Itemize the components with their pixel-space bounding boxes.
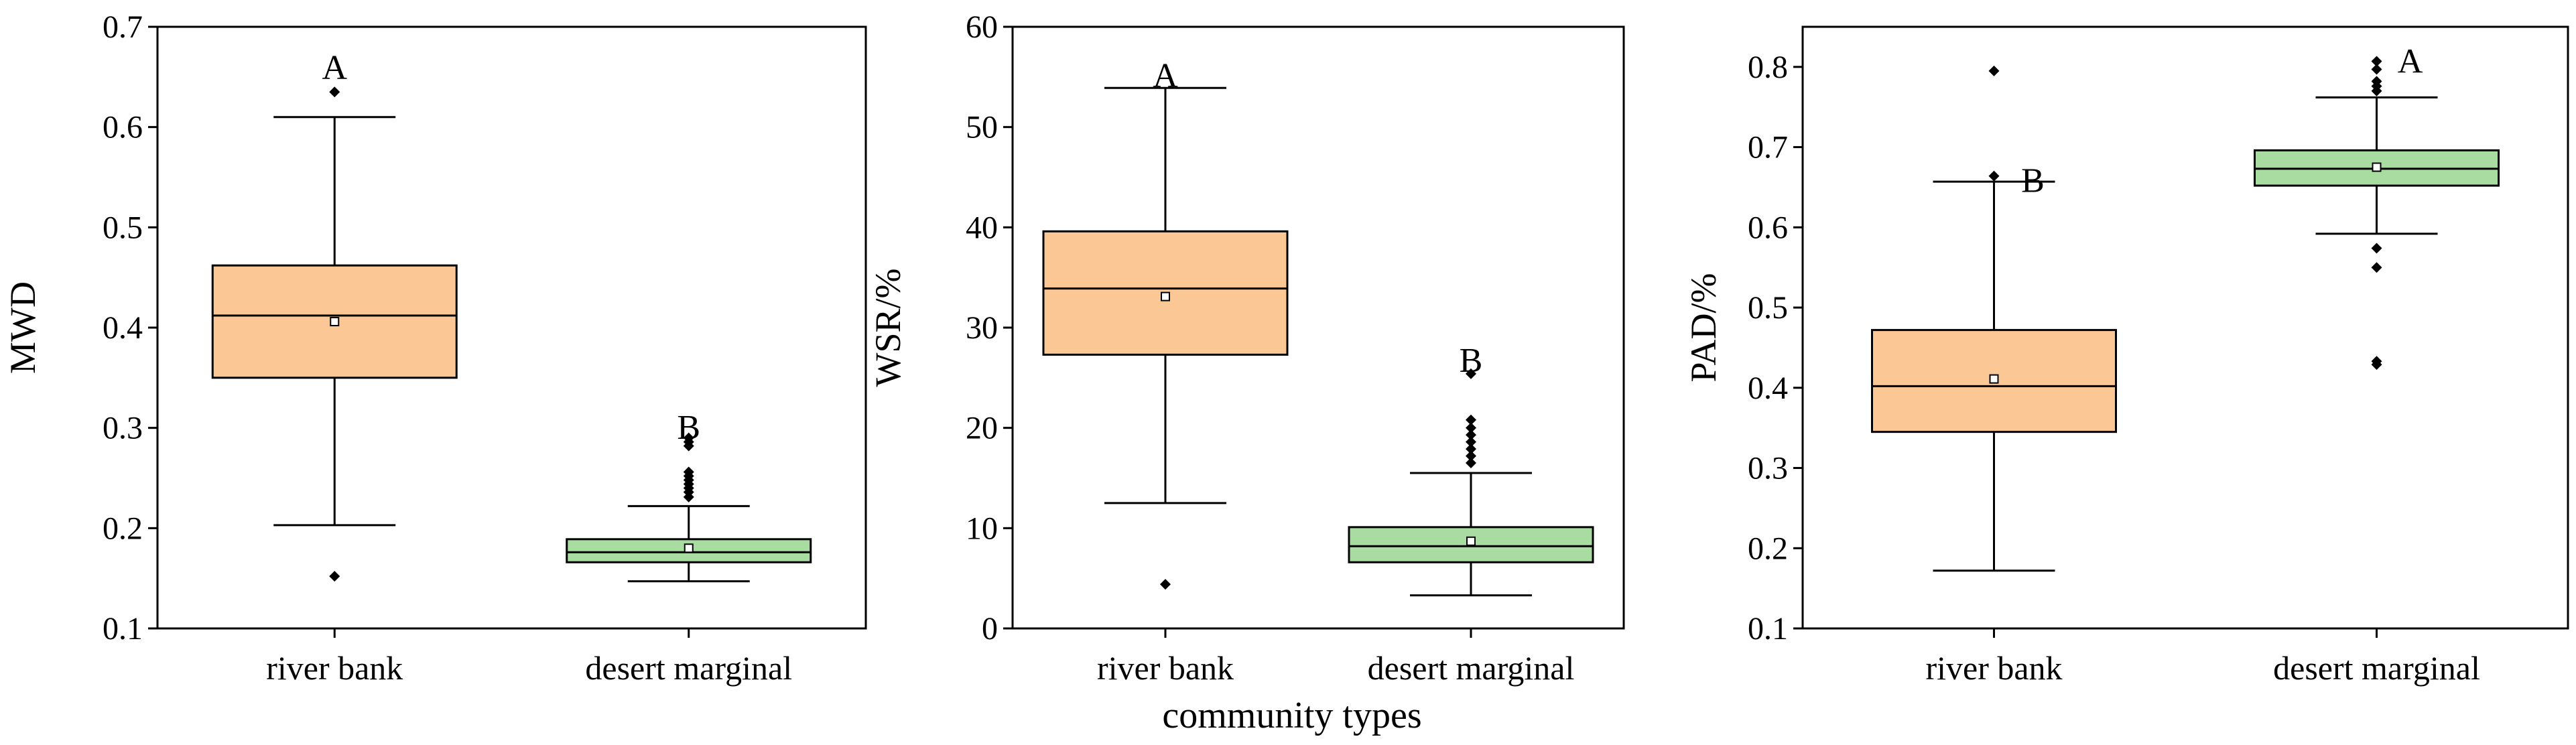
outlier-point <box>683 432 694 444</box>
y-tick-label: 20 <box>966 411 998 446</box>
shared-x-axis-label: community types <box>1162 695 1421 736</box>
box-river-bank: A <box>1042 57 1289 590</box>
mean-marker <box>1989 374 1999 384</box>
outlier-point <box>683 466 694 478</box>
significance-letter: A <box>322 49 347 87</box>
outlier-point <box>2371 76 2382 87</box>
outlier-point <box>2371 359 2382 370</box>
y-tick-label: 0.4 <box>1748 370 1788 406</box>
outlier-point <box>1466 422 1476 433</box>
significance-letter: B <box>2021 162 2045 200</box>
box-desert-marginal: B <box>566 409 812 583</box>
outlier-point <box>329 86 340 98</box>
x-tick-label: river bank <box>266 649 403 687</box>
y-tick-label: 0.2 <box>103 511 143 546</box>
y-tick-label: 0.6 <box>103 110 143 145</box>
y-tick-label: 40 <box>966 210 998 245</box>
outlier-point <box>2371 243 2382 254</box>
outlier-point <box>329 571 340 582</box>
plot-frame <box>1801 25 2569 630</box>
outlier-point <box>1988 65 2000 76</box>
y-tick-label: 60 <box>966 9 998 45</box>
y-tick-label: 0.7 <box>1748 130 1788 165</box>
outlier-point <box>2371 64 2382 75</box>
x-tick-label: desert marginal <box>1368 649 1575 687</box>
x-tick-label: desert marginal <box>2273 649 2480 687</box>
outlier-point <box>1466 368 1476 379</box>
y-tick-label: 0.1 <box>103 611 143 647</box>
mean-marker <box>1466 536 1476 546</box>
outlier-point <box>2371 56 2382 67</box>
y-tick-label: 0.1 <box>1748 611 1788 647</box>
y-tick-label: 0.8 <box>1748 50 1788 85</box>
y-tick-label: 0.3 <box>103 411 143 446</box>
y-axis-label: MWD <box>3 281 43 374</box>
box-desert-marginal: A <box>2254 42 2500 370</box>
outlier-point <box>1466 450 1476 462</box>
outlier-point <box>1466 429 1476 441</box>
box-river-bank: A <box>211 49 458 582</box>
box-river-bank: B <box>1871 65 2117 572</box>
mean-marker <box>330 317 340 327</box>
x-tick-label: river bank <box>1925 649 2062 687</box>
y-axis-label: WSR/% <box>868 268 908 387</box>
outlier-point <box>1466 436 1476 448</box>
significance-letter: B <box>677 409 700 447</box>
outlier-point <box>2371 262 2382 273</box>
y-tick-label: 0.7 <box>103 9 143 45</box>
interquartile-box <box>1871 329 2117 433</box>
y-tick-label: 0.5 <box>1748 290 1788 326</box>
mean-marker <box>2372 162 2382 172</box>
mean-marker <box>684 543 694 553</box>
chart-panel-3: 0.1 0.2 0.3 0.4 0.5 0.6 0.7 0.8 PAD/% river bank d… <box>1683 25 2569 687</box>
mean-marker <box>1161 291 1170 301</box>
box-desert-marginal: B <box>1348 342 1594 597</box>
y-tick-label: 0.2 <box>1748 531 1788 566</box>
y-tick-label: 50 <box>966 110 998 145</box>
significance-letter: A <box>1153 57 1178 95</box>
y-tick-label: 0.5 <box>103 210 143 245</box>
outlier-point <box>1466 458 1476 469</box>
y-tick-label: 0.4 <box>103 310 143 346</box>
y-tick-label: 0.6 <box>1748 210 1788 245</box>
y-tick-label: 0.3 <box>1748 451 1788 486</box>
significance-letter: A <box>2398 42 2423 80</box>
chart-panel-1: 0.1 0.2 0.3 0.4 0.5 0.6 0.7 MWD river bank desert… <box>3 9 867 687</box>
outlier-point <box>1160 579 1171 590</box>
y-tick-label: 0 <box>982 611 998 647</box>
significance-letter: B <box>1460 342 1483 380</box>
x-tick-label: desert marginal <box>585 649 792 687</box>
y-tick-label: 10 <box>966 511 998 546</box>
y-axis-label: PAD/% <box>1683 273 1724 382</box>
x-tick-label: river bank <box>1097 649 1234 687</box>
outlier-point <box>1988 170 2000 182</box>
chart-panel-2: 0 10 20 30 40 50 60 WSR/% river bank desert margi… <box>868 9 1625 687</box>
outlier-point <box>1466 414 1476 425</box>
outlier-point <box>1466 444 1476 455</box>
y-tick-label: 30 <box>966 310 998 346</box>
